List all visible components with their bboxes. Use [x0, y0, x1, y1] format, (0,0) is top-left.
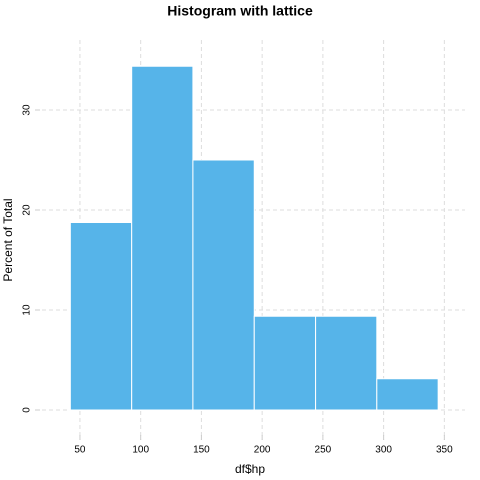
x-tick-label: 350: [436, 445, 453, 456]
x-tick-label: 150: [193, 445, 210, 456]
y-tick-label: 10: [22, 304, 33, 316]
x-tick-label: 250: [315, 445, 332, 456]
x-axis-label: df$hp: [235, 462, 265, 476]
y-tick-label: 0: [22, 407, 33, 413]
y-tick-label: 30: [22, 104, 33, 116]
bar: [376, 378, 439, 411]
y-tick-label: 20: [22, 204, 33, 216]
chart-title: Histogram with lattice: [167, 3, 313, 19]
x-tick-label: 50: [74, 445, 86, 456]
bar: [315, 315, 378, 411]
x-tick-label: 200: [254, 445, 271, 456]
y-axis-label: Percent of Total: [1, 198, 15, 281]
x-tick-label: 300: [375, 445, 392, 456]
bar: [69, 222, 133, 411]
bar: [192, 159, 255, 411]
x-tick-label: 100: [132, 445, 149, 456]
bar: [131, 65, 194, 411]
bar: [253, 315, 317, 411]
